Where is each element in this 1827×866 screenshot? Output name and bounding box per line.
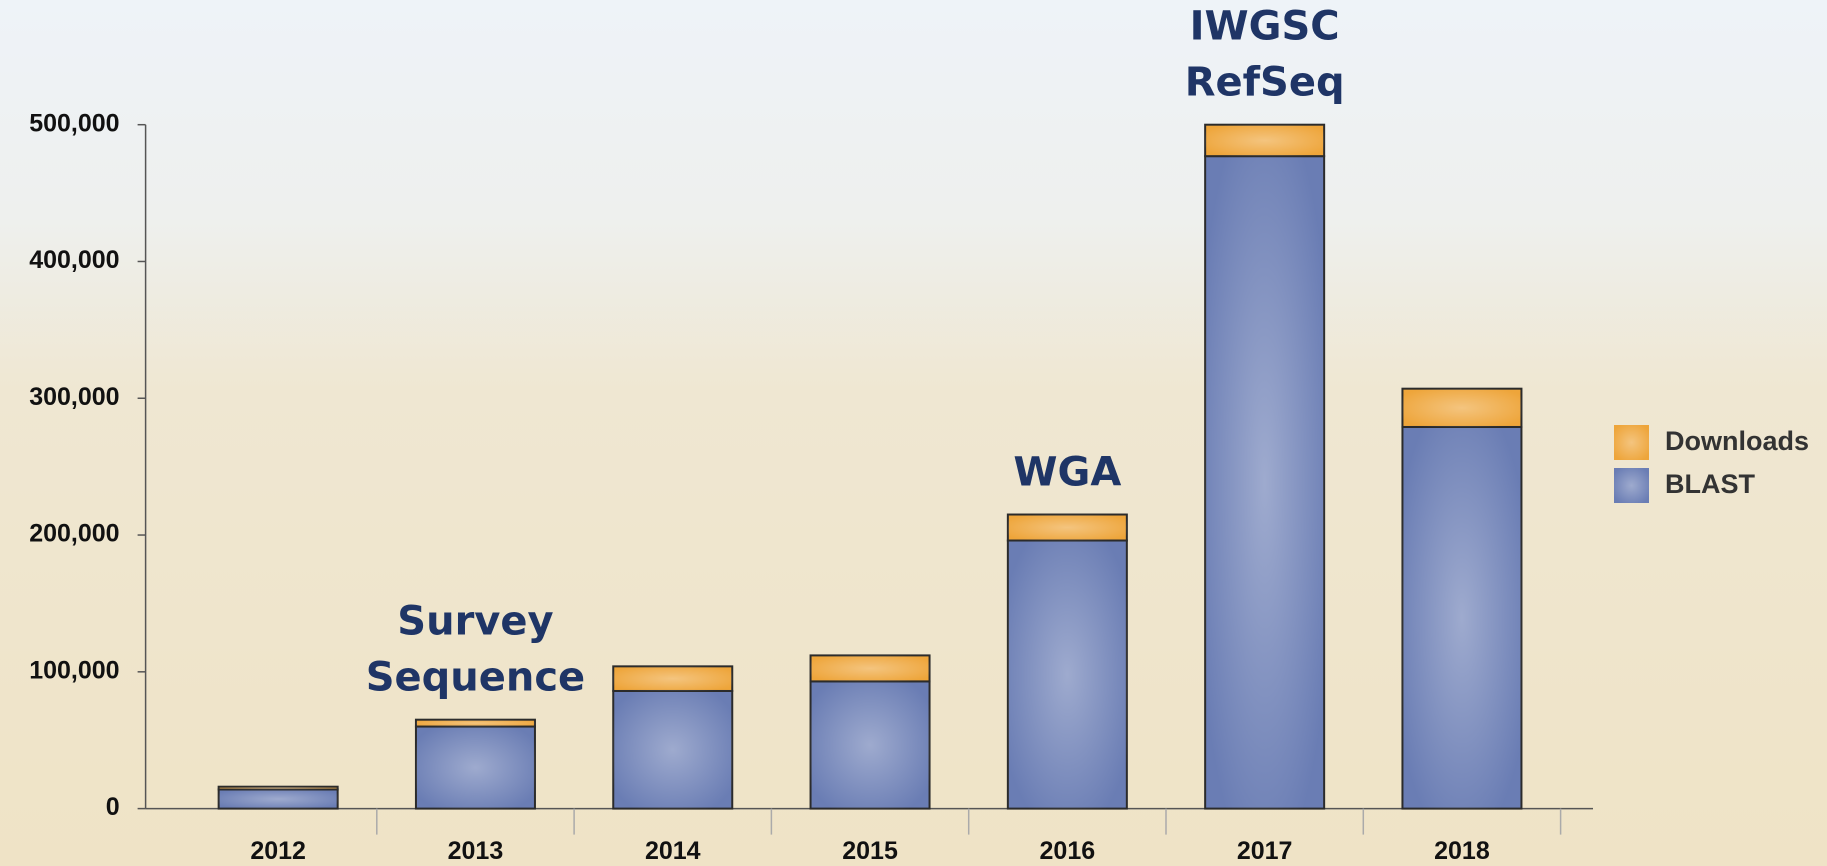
legend-label: Downloads: [1665, 426, 1809, 456]
annotation: IWGSC: [1190, 4, 1340, 50]
legend-label: BLAST: [1665, 469, 1755, 499]
bar-segment: [1402, 427, 1521, 809]
legend-shine: [1614, 468, 1649, 503]
annotation: WGA: [1013, 450, 1121, 496]
annotation: Survey: [397, 599, 553, 645]
y-tick-label: 200,000: [29, 520, 119, 548]
bar-segment: [416, 720, 535, 727]
bar-segment: [416, 727, 535, 809]
x-tick-label: 2013: [448, 837, 504, 865]
bar-segment: [811, 655, 930, 681]
x-tick-label: 2014: [645, 837, 701, 865]
x-tick-label: 2012: [250, 837, 306, 865]
y-tick-label: 100,000: [29, 656, 119, 684]
y-tick-label: 300,000: [29, 383, 119, 411]
bar-segment: [811, 681, 930, 808]
legend-shine: [1614, 425, 1649, 460]
bar-segment: [1008, 515, 1127, 541]
x-tick-label: 2016: [1040, 837, 1096, 865]
bar-segment: [613, 666, 732, 691]
bar-segment: [613, 691, 732, 809]
x-tick-label: 2015: [842, 837, 898, 865]
bar-segment: [219, 789, 338, 808]
bar-segment: [1402, 389, 1521, 427]
y-tick-label: 500,000: [29, 109, 119, 137]
bar-segment: [219, 787, 338, 790]
x-tick-label: 2018: [1434, 837, 1490, 865]
y-tick-label: 0: [106, 793, 120, 821]
bar-segment: [1205, 156, 1324, 808]
chart: 0 100,000 200,000 300,000 400,000 500,000 2012…: [0, 0, 1827, 866]
bar-segment: [1008, 541, 1127, 809]
annotation: RefSeq: [1185, 60, 1345, 106]
y-tick-label: 400,000: [29, 246, 119, 274]
annotation: Sequence: [366, 655, 586, 701]
x-tick-label: 2017: [1237, 837, 1293, 865]
bar-segment: [1205, 125, 1324, 156]
